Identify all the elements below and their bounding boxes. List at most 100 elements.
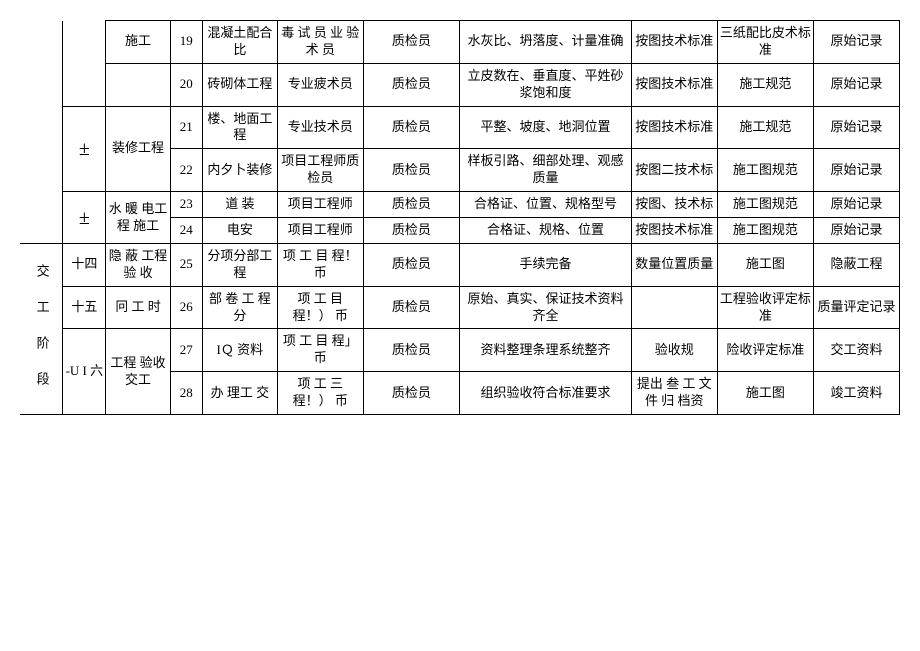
group-cell: ±: [63, 192, 106, 244]
role-cell: 项目工程师: [277, 192, 363, 218]
std-cell: 数量位置质量: [631, 243, 717, 286]
phase-cell: [20, 21, 63, 244]
item-cell: 混凝土配合比: [202, 21, 277, 64]
role-cell: 项 工 目 程！ 币: [277, 243, 363, 286]
ref-cell: 施工规范: [717, 63, 814, 106]
sub-cell: 装修工程: [106, 106, 170, 192]
phase-label: 交 工 阶 段: [33, 264, 50, 389]
item-cell: 办 理工 交: [202, 372, 277, 415]
sub-cell: 水 暖 电工 程 施工: [106, 192, 170, 244]
record-cell: 交工资料: [814, 329, 900, 372]
inspector-cell: 质检员: [363, 329, 460, 372]
ref-cell: 工程验收评定标准: [717, 286, 814, 329]
std-cell: 验收规: [631, 329, 717, 372]
record-cell: 原始记录: [814, 21, 900, 64]
phase-cell: 交 工 阶 段: [20, 243, 63, 414]
table-row: 交 工 阶 段 十四 隐 蔽 工程 验 收 25 分项分部工程 项 工 目 程！…: [20, 243, 900, 286]
content-cell: 原始、真实、保证技术资料齐全: [460, 286, 632, 329]
record-cell: 竣工资料: [814, 372, 900, 415]
num-cell: 23: [170, 192, 202, 218]
record-cell: 质量评定记录: [814, 286, 900, 329]
inspector-cell: 质检员: [363, 106, 460, 149]
std-cell: [631, 286, 717, 329]
table-row: ± 装修工程 21 楼、地面工程 专业技术员 质检员 平整、坡度、地洞位置 按图…: [20, 106, 900, 149]
content-cell: 平整、坡度、地洞位置: [460, 106, 632, 149]
group-cell: ±: [63, 106, 106, 192]
content-cell: 资料整理条理系统整齐: [460, 329, 632, 372]
item-cell: 电安: [202, 218, 277, 244]
record-cell: 原始记录: [814, 218, 900, 244]
sub-cell: 工程 验收交工: [106, 329, 170, 415]
num-cell: 24: [170, 218, 202, 244]
std-cell: 按图、技术标: [631, 192, 717, 218]
ref-cell: 险收评定标准: [717, 329, 814, 372]
ref-cell: 施工图: [717, 372, 814, 415]
sub-cell: 隐 蔽 工程 验 收: [106, 243, 170, 286]
content-cell: 水灰比、坍落度、计量准确: [460, 21, 632, 64]
num-cell: 25: [170, 243, 202, 286]
num-cell: 21: [170, 106, 202, 149]
sub-cell: 施工: [106, 21, 170, 64]
sub-cell: 冋 工 时: [106, 286, 170, 329]
table-row: 20 砖砌体工程 专业疲术员 质检员 立皮数在、垂直度、平姓砂浆饱和度 按图技术…: [20, 63, 900, 106]
construction-table: 施工 19 混凝土配合比 毒 试 员 业 验 术 员 质检员 水灰比、坍落度、计…: [20, 20, 900, 415]
inspector-cell: 质检员: [363, 372, 460, 415]
record-cell: 原始记录: [814, 149, 900, 192]
std-cell: 提出 叁 工 文 件 归 档资: [631, 372, 717, 415]
role-cell: 专业技术员: [277, 106, 363, 149]
role-cell: 专业疲术员: [277, 63, 363, 106]
content-cell: 合格证、规格、位置: [460, 218, 632, 244]
item-cell: 分项分部工程: [202, 243, 277, 286]
std-cell: 按图技术标准: [631, 106, 717, 149]
role-cell: 项 工 目 程！） 币: [277, 286, 363, 329]
ref-cell: 施工图规范: [717, 149, 814, 192]
num-cell: 27: [170, 329, 202, 372]
inspector-cell: 质检员: [363, 192, 460, 218]
table-row: ± 水 暖 电工 程 施工 23 道 装 项目工程师 质检员 合格证、位置、规格…: [20, 192, 900, 218]
content-cell: 立皮数在、垂直度、平姓砂浆饱和度: [460, 63, 632, 106]
inspector-cell: 质检员: [363, 286, 460, 329]
content-cell: 组织验收符合标准要求: [460, 372, 632, 415]
num-cell: 28: [170, 372, 202, 415]
table-row: -U I 六 工程 验收交工 27 IＱ 资料 项 工 目 程」 币 质检员 资…: [20, 329, 900, 372]
role-cell: 毒 试 员 业 验 术 员: [277, 21, 363, 64]
item-cell: 内夕卜装修: [202, 149, 277, 192]
item-cell: 砖砌体工程: [202, 63, 277, 106]
item-cell: 楼、地面工程: [202, 106, 277, 149]
group-cell: -U I 六: [63, 329, 106, 415]
ref-cell: 三纸配比皮术标准: [717, 21, 814, 64]
std-cell: 按图技术标准: [631, 63, 717, 106]
std-cell: 按图技术标准: [631, 218, 717, 244]
role-cell: 项目工程师质检员: [277, 149, 363, 192]
item-cell: 道 装: [202, 192, 277, 218]
group-cell: [63, 21, 106, 107]
inspector-cell: 质检员: [363, 63, 460, 106]
item-cell: 部 卷 工 程 分: [202, 286, 277, 329]
group-cell: 十四: [63, 243, 106, 286]
record-cell: 隐蔽工程: [814, 243, 900, 286]
item-cell: IＱ 资料: [202, 329, 277, 372]
ref-cell: 施工图规范: [717, 218, 814, 244]
num-cell: 20: [170, 63, 202, 106]
std-cell: 按图二技术标: [631, 149, 717, 192]
table-row: 施工 19 混凝土配合比 毒 试 员 业 验 术 员 质检员 水灰比、坍落度、计…: [20, 21, 900, 64]
num-cell: 19: [170, 21, 202, 64]
std-cell: 按图技术标准: [631, 21, 717, 64]
num-cell: 22: [170, 149, 202, 192]
ref-cell: 施工图: [717, 243, 814, 286]
role-cell: 项 工 三 程！） 币: [277, 372, 363, 415]
sub-cell: [106, 63, 170, 106]
inspector-cell: 质检员: [363, 149, 460, 192]
ref-cell: 施工图规范: [717, 192, 814, 218]
record-cell: 原始记录: [814, 192, 900, 218]
group-cell: 十五: [63, 286, 106, 329]
record-cell: 原始记录: [814, 106, 900, 149]
record-cell: 原始记录: [814, 63, 900, 106]
content-cell: 合格证、位置、规格型号: [460, 192, 632, 218]
inspector-cell: 质检员: [363, 218, 460, 244]
content-cell: 手续完备: [460, 243, 632, 286]
inspector-cell: 质检员: [363, 243, 460, 286]
num-cell: 26: [170, 286, 202, 329]
role-cell: 项 工 目 程」 币: [277, 329, 363, 372]
role-cell: 项目工程师: [277, 218, 363, 244]
